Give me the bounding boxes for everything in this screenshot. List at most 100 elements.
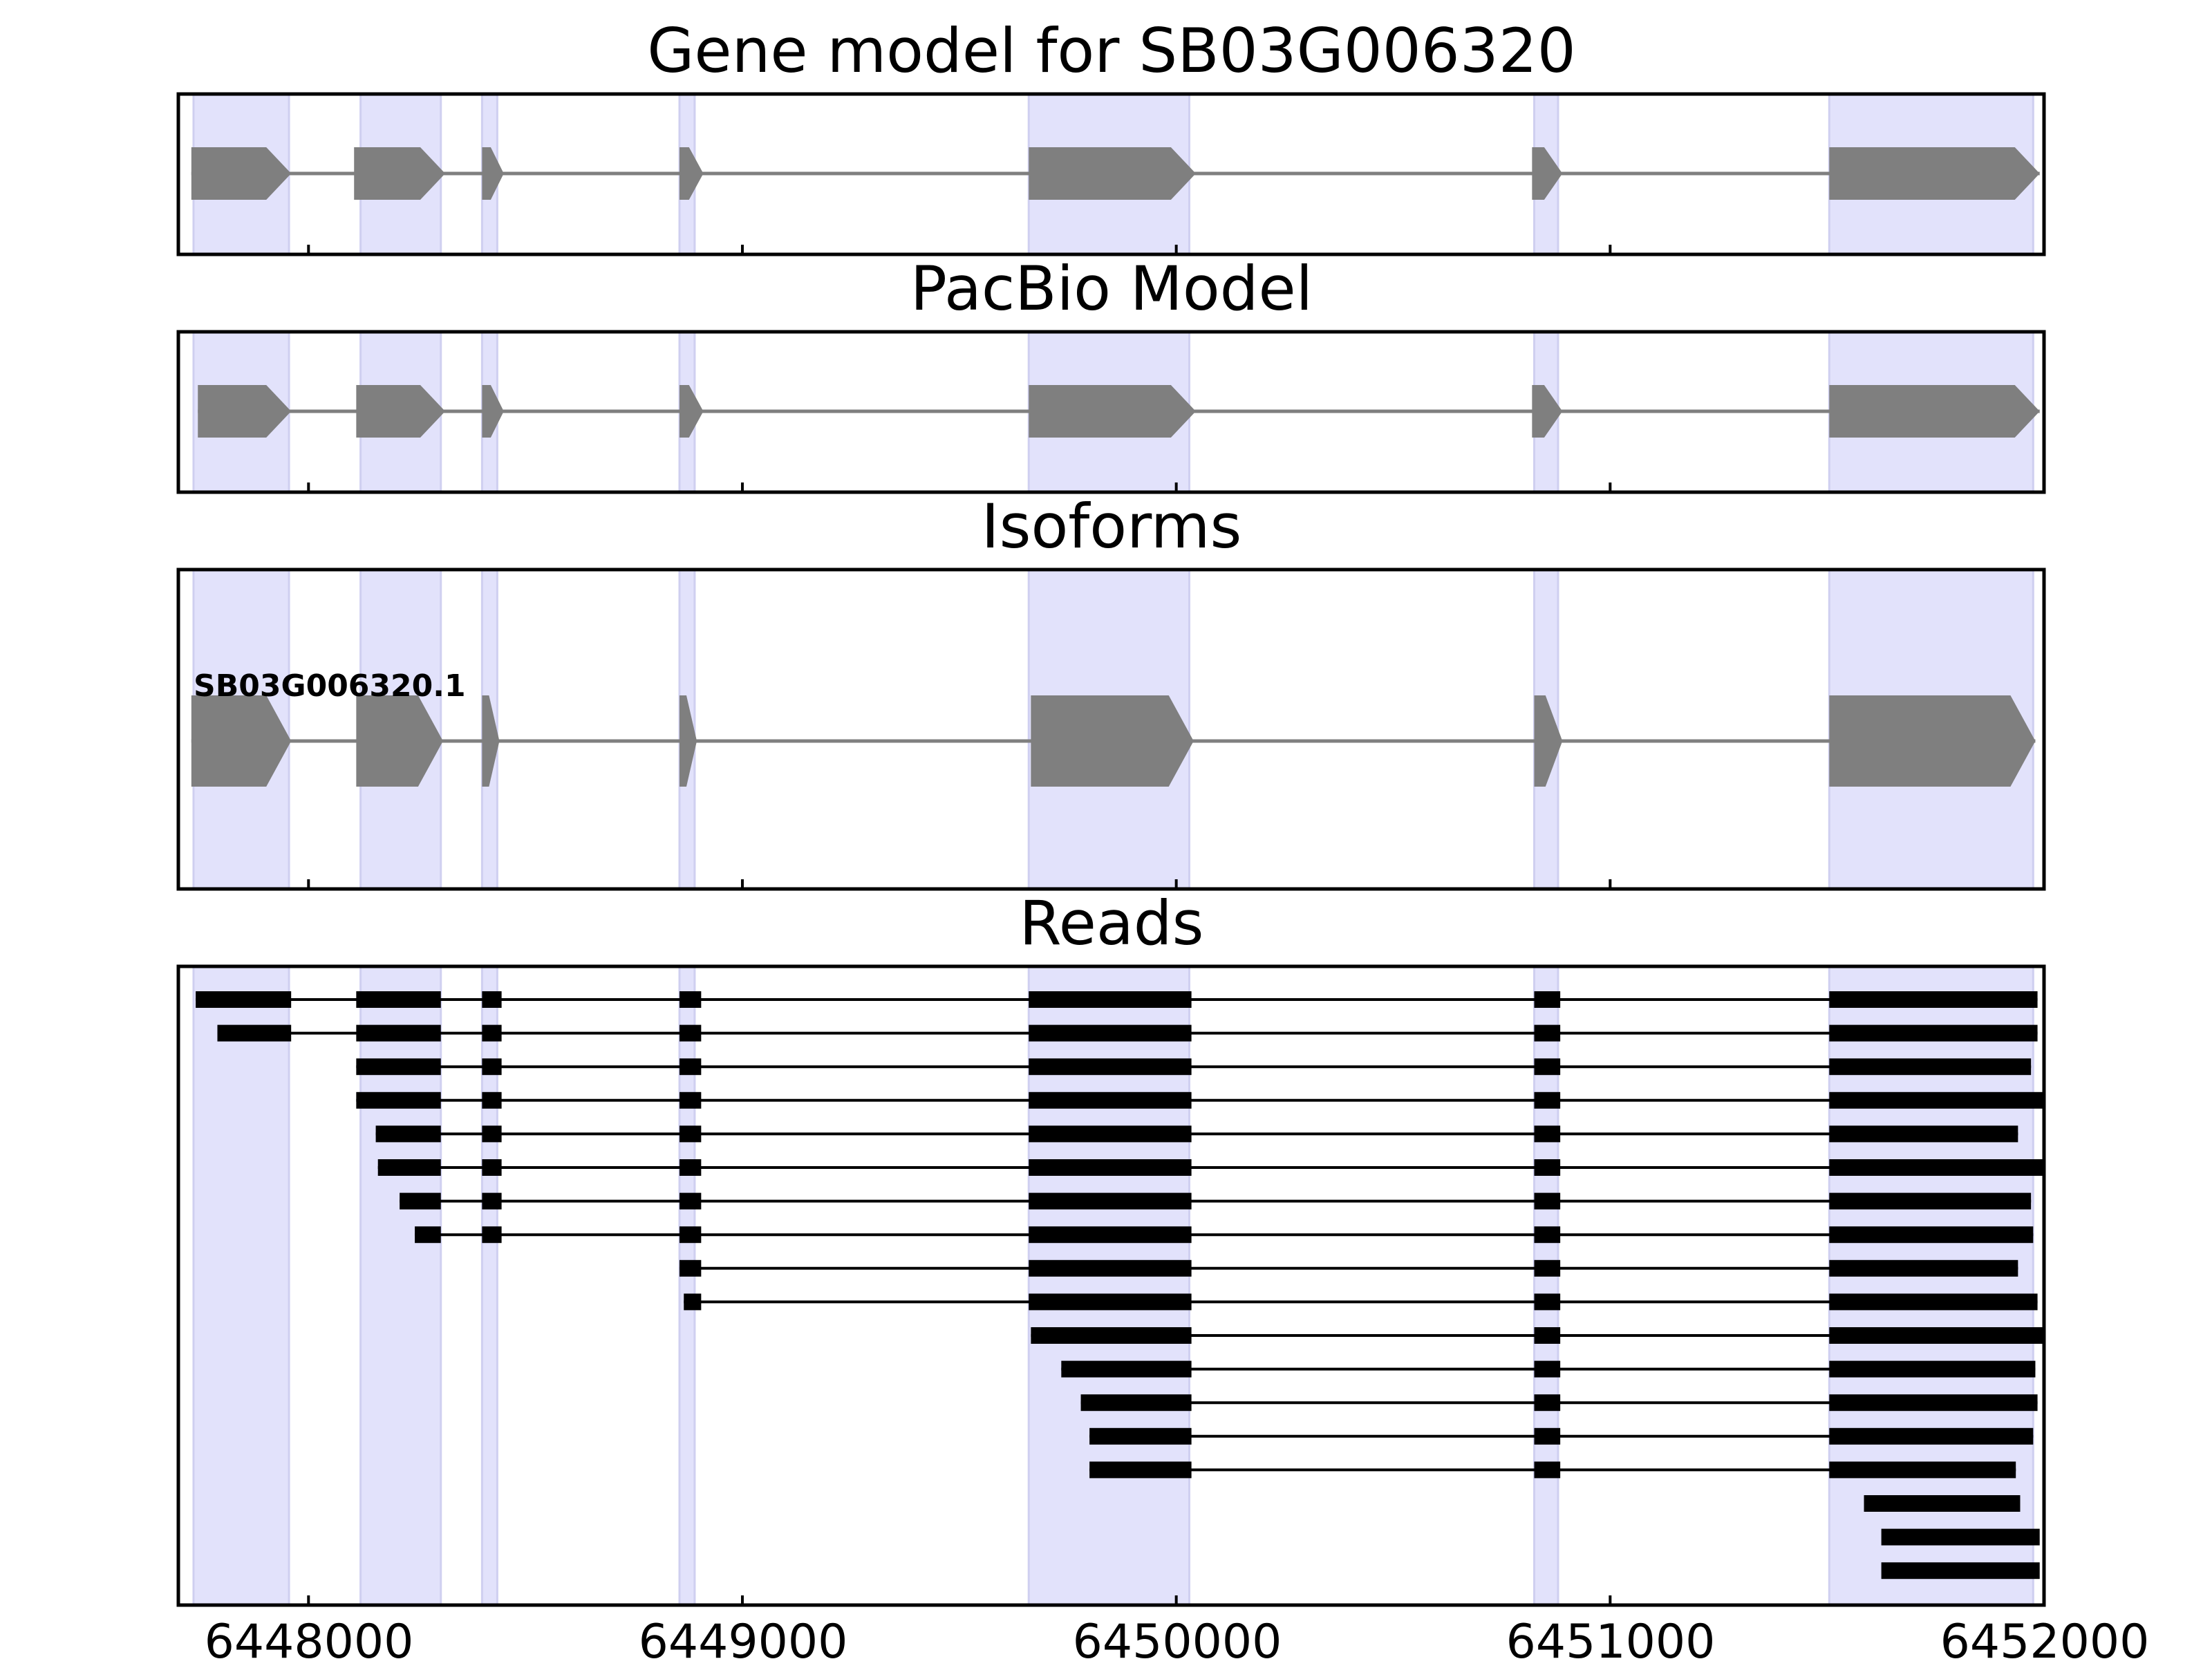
read-block (1534, 1058, 1561, 1076)
read-block (1031, 1327, 1192, 1344)
read-block (1534, 1192, 1561, 1210)
read-block (1881, 1562, 2040, 1580)
read-block (1534, 1327, 1561, 1344)
read-block (1029, 1091, 1192, 1109)
feature-layer (191, 147, 2044, 1580)
read-block (1029, 1226, 1192, 1244)
read-block (1534, 991, 1561, 1008)
read-block (684, 1293, 702, 1311)
read-block (356, 1058, 441, 1076)
panel-frame-gene-model (176, 92, 2046, 256)
read-block (196, 991, 292, 1008)
isoform-exon (1829, 695, 2036, 787)
read-block (1534, 1024, 1561, 1042)
isoform-exon (356, 695, 443, 787)
read-block (1829, 1024, 2038, 1042)
read-block (356, 991, 441, 1008)
read-block (1881, 1528, 2040, 1546)
panel-frame-isoforms (176, 568, 2046, 891)
read-block (1534, 1394, 1561, 1412)
read-block (482, 1159, 502, 1176)
x-tick-label: 6449000 (639, 1615, 848, 1659)
read-block (1029, 1058, 1192, 1076)
gene-model-exon (482, 147, 504, 200)
read-block (1029, 1192, 1192, 1210)
read-block (1534, 1293, 1561, 1311)
read-block (1534, 1091, 1561, 1109)
read-block (1080, 1394, 1192, 1412)
isoform-exon (679, 695, 697, 787)
exon-shading-band (192, 965, 290, 1606)
read-block (1829, 1259, 2018, 1277)
x-tick-label: 6448000 (205, 1615, 414, 1659)
panel-title-gene-model: Gene model for SB03G006320 (647, 15, 1576, 86)
read-block (679, 991, 702, 1008)
read-block (1829, 1226, 2034, 1244)
read-block (1534, 1226, 1561, 1244)
read-block (400, 1192, 441, 1210)
read-block (482, 1226, 502, 1244)
read-block (1829, 1427, 2034, 1445)
read-block (679, 1159, 702, 1176)
pacbio-model-exon (1029, 385, 1196, 438)
x-tick-label: 6452000 (1940, 1615, 2150, 1659)
read-block (482, 991, 502, 1008)
read-block (482, 1192, 502, 1210)
read-block (1534, 1461, 1561, 1479)
gene-model-exon (354, 147, 446, 200)
isoform-exon (191, 695, 292, 787)
read-block (679, 1058, 702, 1076)
gene-model-exon (1532, 147, 1563, 200)
read-block (1534, 1360, 1561, 1378)
gene-model-exon (1029, 147, 1196, 200)
read-block (482, 1125, 502, 1143)
read-block (1029, 1159, 1192, 1176)
read-block (1029, 1125, 1192, 1143)
read-block (1029, 1259, 1192, 1277)
read-block (679, 1024, 702, 1042)
read-block (1829, 1360, 2036, 1378)
panel-frame-reads (176, 964, 2046, 1607)
isoform-exon (482, 695, 500, 787)
isoform-label: SB03G006320.1 (194, 668, 466, 704)
read-block (1534, 1427, 1561, 1445)
read-block (1829, 1394, 2038, 1412)
pacbio-model-exon (679, 385, 704, 438)
pacbio-model-exon (1532, 385, 1563, 438)
read-block (356, 1024, 441, 1042)
panel-title-isoforms: Isoforms (982, 491, 1242, 562)
pacbio-model-exon (1829, 385, 2040, 438)
gene-model-exon (679, 147, 704, 200)
gene-model-exon (1829, 147, 2040, 200)
read-block (679, 1091, 702, 1109)
read-block (1029, 1293, 1192, 1311)
pacbio-model-exon (482, 385, 504, 438)
panel-title-reads: Reads (1020, 888, 1204, 959)
read-block (1089, 1427, 1192, 1445)
isoform-exon (1031, 695, 1194, 787)
read-block (1829, 1159, 2044, 1176)
read-block (356, 1091, 441, 1109)
gene-model-exon (191, 147, 292, 200)
read-block (1829, 1192, 2032, 1210)
x-tick-label: 6450000 (1073, 1615, 1282, 1659)
pacbio-model-exon (356, 385, 446, 438)
read-block (1029, 1024, 1192, 1042)
read-block (679, 1226, 702, 1244)
read-block (1089, 1461, 1192, 1479)
read-block (1829, 1461, 2016, 1479)
read-block (377, 1159, 441, 1176)
panel-title-pacbio-model: PacBio Model (910, 253, 1313, 324)
read-block (679, 1259, 702, 1277)
read-block (679, 1192, 702, 1210)
read-block (1534, 1125, 1561, 1143)
read-block (482, 1024, 502, 1042)
tick-mark-layer (307, 245, 2045, 1605)
read-block (1029, 991, 1192, 1008)
read-block (217, 1024, 292, 1042)
read-block (1864, 1495, 2021, 1512)
read-block (415, 1226, 441, 1244)
panel-frame-pacbio-model (176, 330, 2046, 494)
read-block (482, 1058, 502, 1076)
read-block (1061, 1360, 1192, 1378)
